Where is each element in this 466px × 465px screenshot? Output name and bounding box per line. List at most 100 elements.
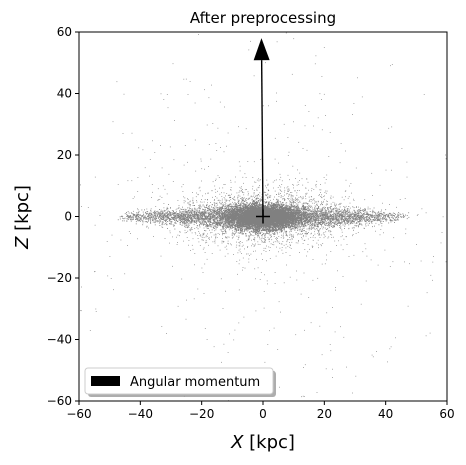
particle-point — [264, 208, 266, 210]
particle-point — [250, 202, 251, 204]
particle-point — [160, 217, 162, 219]
particle-point — [369, 208, 371, 210]
particle-point — [293, 220, 295, 222]
particle-point — [278, 208, 281, 210]
particle-point — [284, 218, 286, 220]
particle-point — [304, 223, 306, 225]
particle-point — [312, 215, 314, 217]
particle-point — [250, 215, 252, 217]
particle-point — [225, 231, 227, 233]
particle-point — [278, 206, 280, 208]
particle-point — [351, 227, 353, 229]
particle-point — [126, 213, 128, 215]
particle-point — [246, 226, 248, 228]
particle-point — [248, 225, 250, 226]
particle-point — [241, 209, 243, 212]
particle-point — [287, 221, 289, 223]
particle-point — [250, 210, 252, 212]
particle-point — [243, 204, 245, 206]
particle-point — [259, 203, 261, 205]
particle-point — [269, 227, 271, 229]
particle-point — [365, 219, 367, 221]
particle-point — [227, 204, 229, 206]
particle-point — [253, 204, 256, 206]
particle-point — [226, 218, 228, 220]
particle-point — [316, 226, 318, 228]
particle-point — [321, 213, 323, 215]
particle-point — [247, 225, 249, 227]
particle-point — [273, 203, 275, 205]
particle-point — [291, 225, 293, 227]
particle-point — [365, 223, 366, 225]
particle-point — [276, 205, 278, 207]
particle-point — [314, 218, 316, 220]
particle-point — [259, 232, 261, 235]
particle-point — [155, 217, 157, 219]
particle-point — [263, 224, 265, 226]
particle-point — [207, 224, 209, 226]
particle-point — [244, 207, 246, 209]
particle-point — [235, 224, 237, 226]
particle-point — [234, 205, 236, 208]
particle-point — [253, 207, 255, 209]
particle-point — [263, 228, 265, 230]
particle-point — [245, 224, 247, 226]
particle-point — [216, 223, 217, 224]
particle-point — [256, 201, 258, 203]
particle-point — [273, 207, 275, 209]
particle-point — [309, 219, 310, 220]
particle-point — [229, 196, 231, 198]
particle-point — [256, 202, 258, 204]
particle-point — [273, 228, 275, 231]
particle-point — [185, 220, 187, 222]
particle-point — [242, 209, 244, 211]
particle-point — [245, 225, 247, 226]
particle-point — [285, 225, 287, 227]
particle-point — [276, 201, 279, 203]
particle-point — [355, 216, 357, 218]
particle-point — [289, 201, 291, 203]
particle-point — [297, 212, 299, 214]
particle-point — [251, 202, 253, 204]
particle-point — [327, 213, 329, 215]
particle-point — [242, 221, 244, 223]
particle-point — [241, 219, 243, 222]
particle-point — [170, 215, 171, 217]
particle-point — [320, 210, 322, 212]
particle-point — [230, 226, 232, 228]
particle-point — [272, 222, 274, 224]
particle-point — [266, 232, 268, 234]
particle-point — [257, 226, 259, 228]
particle-point — [285, 215, 287, 217]
particle-point — [318, 210, 319, 212]
particle-point — [226, 221, 228, 223]
particle-point — [272, 204, 275, 206]
particle-point — [223, 221, 225, 223]
particle-point — [304, 206, 306, 209]
particle-point — [260, 226, 262, 228]
particle-point — [297, 218, 299, 220]
particle-point — [224, 207, 227, 209]
particle-point — [252, 220, 254, 222]
particle-point — [239, 205, 241, 207]
particle-point — [278, 211, 280, 213]
particle-point — [270, 204, 272, 206]
particle-point — [246, 227, 248, 229]
particle-point — [227, 208, 229, 210]
particle-point — [268, 231, 271, 233]
particle-point — [290, 210, 292, 212]
particle-point — [296, 222, 298, 224]
particle-point — [257, 206, 259, 208]
particle-point — [229, 222, 231, 224]
particle-point — [170, 214, 172, 216]
particle-point — [256, 209, 258, 211]
particle-point — [354, 211, 356, 213]
particle-point — [277, 208, 279, 210]
particle-point — [291, 205, 293, 207]
particle-point — [306, 213, 308, 215]
particle-point — [241, 209, 243, 211]
particle-point — [275, 213, 277, 215]
particle-point — [226, 209, 228, 211]
particle-point — [278, 224, 280, 226]
particle-point — [234, 211, 236, 213]
